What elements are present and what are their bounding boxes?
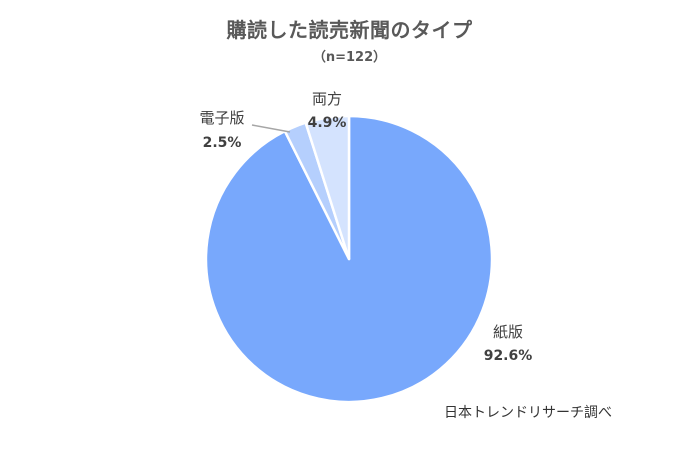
slice-label-3: 両方 <box>312 90 342 108</box>
slice-label-2: 電子版 <box>199 109 244 127</box>
chart-title: 購読した読売新聞のタイプ <box>226 18 473 42</box>
slice-value-3: 4.9% <box>308 115 347 131</box>
chart-subtitle: （n=122） <box>312 50 387 65</box>
leader-line-2 <box>251 124 291 133</box>
source-note: 日本トレンドリサーチ調べ <box>444 405 612 421</box>
slice-value-1: 92.6% <box>484 348 533 364</box>
slice-label-1: 紙版 <box>493 323 523 341</box>
slice-value-2: 2.5% <box>203 135 242 151</box>
pie-slice-3 <box>304 114 351 261</box>
